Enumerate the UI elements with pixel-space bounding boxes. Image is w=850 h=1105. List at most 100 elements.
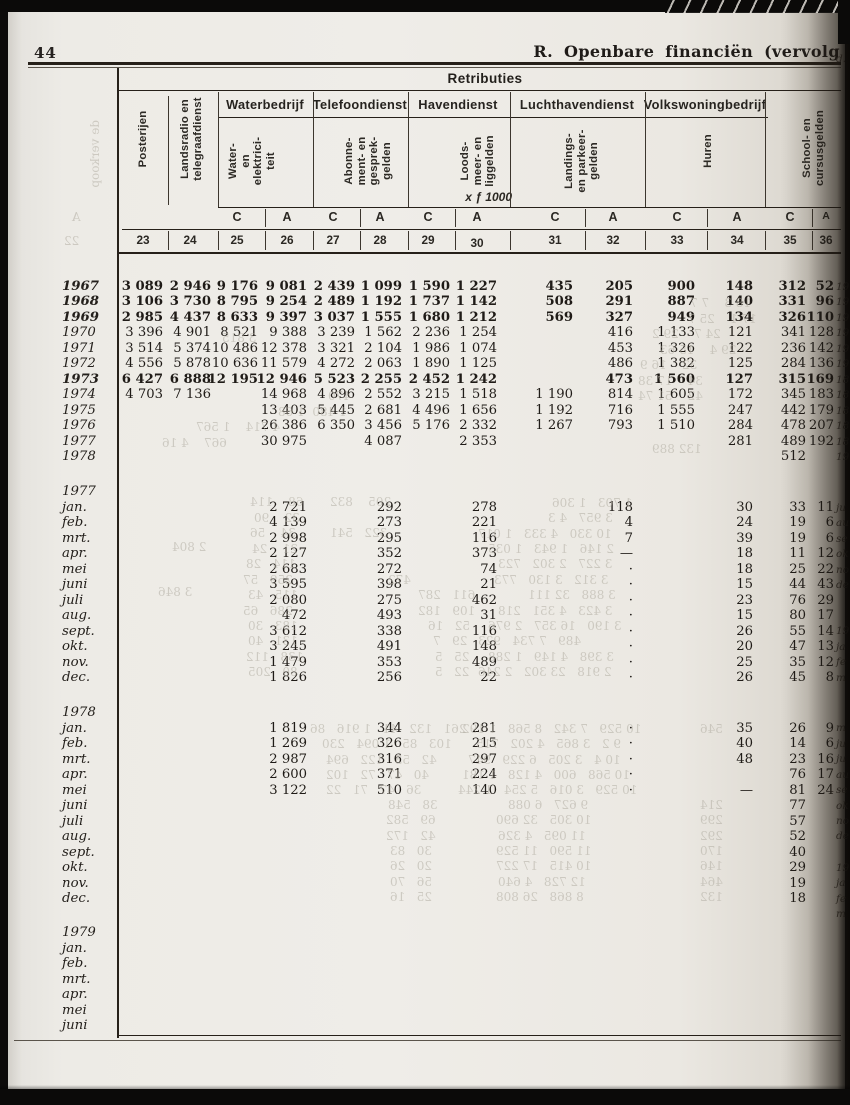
bleedthrough-text: 10 4 3 205 6 229 947 bbox=[468, 753, 621, 767]
bleedthrough-text: 214 bbox=[700, 798, 723, 812]
page-edge-fragment: de bbox=[836, 579, 849, 591]
table-cell: 1 510 bbox=[657, 418, 695, 433]
page-edge-fragment: 18 bbox=[836, 436, 850, 448]
bleedthrough-text: 30 83 bbox=[390, 844, 432, 858]
table-cell: 172 bbox=[727, 387, 753, 402]
header-heavy-rule bbox=[118, 252, 841, 254]
bleedthrough-text: 1 480 1 68 bbox=[278, 405, 347, 419]
table-cell: 22 bbox=[480, 670, 497, 685]
bleedthrough-text: 611 287 bbox=[418, 588, 476, 602]
page-edge-fragment: ju bbox=[836, 502, 847, 514]
colnum-separator bbox=[168, 231, 169, 250]
bleedthrough-text: 10 415 17 227 bbox=[496, 859, 592, 873]
row-label: 1970 bbox=[62, 325, 96, 340]
table-cell: · bbox=[628, 639, 633, 654]
table-cell: 887 bbox=[667, 294, 695, 309]
row-label: jan. bbox=[62, 941, 87, 956]
table-cell: 3 245 bbox=[269, 639, 307, 654]
colnum-separator bbox=[360, 231, 361, 250]
table-cell: 3 321 bbox=[317, 341, 355, 356]
table-cell: 247 bbox=[727, 403, 753, 418]
colnum-separator bbox=[313, 231, 314, 250]
column-number: 26 bbox=[280, 233, 294, 247]
page-edge-fragment: ok bbox=[836, 800, 849, 812]
bleedthrough-text: 3 398 4 149 1 288 bbox=[488, 650, 614, 664]
table-cell: 43 bbox=[817, 577, 834, 592]
group-header: Volkswoningbedrijf bbox=[643, 97, 767, 112]
table-cell: 2 104 bbox=[364, 341, 402, 356]
table-cell: 2 063 bbox=[364, 356, 402, 371]
table-cell: 20 bbox=[736, 639, 753, 654]
table-cell: · bbox=[628, 655, 633, 670]
table-cell: 9 bbox=[825, 721, 834, 736]
column-vertical-label: Loods- meer- en liggelden bbox=[459, 135, 497, 187]
colnum-separator bbox=[408, 231, 409, 250]
column-number: 32 bbox=[606, 233, 620, 247]
column-number: 28 bbox=[373, 233, 387, 247]
ca-bottom-rule bbox=[122, 229, 841, 230]
table-left-vertical-rule bbox=[117, 68, 119, 1038]
table-cell: 125 bbox=[727, 356, 753, 371]
bleedthrough-text: 17 1 25 7 bbox=[688, 312, 757, 326]
table-cell: 435 bbox=[545, 279, 573, 294]
table-cell: 1 326 bbox=[657, 341, 695, 356]
table-cell: 1 819 bbox=[269, 721, 307, 736]
bleedthrough-text: 11 095 4 326 bbox=[498, 829, 586, 843]
column-number: 36 bbox=[819, 233, 833, 247]
column-number: 30 bbox=[470, 236, 484, 250]
ca-separator bbox=[360, 209, 361, 227]
bleedthrough-text: 29 7 bbox=[433, 634, 468, 648]
header-group-separator bbox=[645, 92, 646, 207]
table-cell: 3 037 bbox=[313, 310, 355, 325]
page-title: R. Openbare financiën (vervolg bbox=[533, 42, 840, 61]
table-cell: 416 bbox=[607, 325, 633, 340]
table-cell: 22 bbox=[817, 562, 834, 577]
bleedthrough-text: 4 714 1 567 bbox=[196, 420, 280, 434]
bleedthrough-text: 292 bbox=[700, 829, 723, 843]
table-cell: 4 437 bbox=[169, 310, 211, 325]
table-cell: 183 bbox=[808, 387, 834, 402]
table-cell: 10 636 bbox=[211, 356, 258, 371]
bleedthrough-text: 36 47 71 22 bbox=[326, 783, 422, 797]
bleedthrough-text: 3 815 bbox=[222, 331, 257, 345]
bleedthrough-text: 68 114 bbox=[250, 495, 304, 509]
section-year-label: 1977 bbox=[62, 484, 96, 499]
table-cell: 6 bbox=[825, 531, 834, 546]
page-edge-fragment: 19 bbox=[836, 862, 850, 874]
table-cell: 281 bbox=[727, 434, 753, 449]
table-cell: 16 bbox=[817, 752, 834, 767]
table-cell: 292 bbox=[376, 500, 402, 515]
table-cell: 1 269 bbox=[269, 736, 307, 751]
table-cell: 1 074 bbox=[459, 341, 497, 356]
bleedthrough-text: 20 26 bbox=[390, 859, 432, 873]
table-cell: 1 212 bbox=[455, 310, 497, 325]
colnum-separator bbox=[645, 231, 646, 250]
table-cell: 122 bbox=[727, 341, 753, 356]
table-cell: 17 bbox=[817, 767, 834, 782]
table-cell: 1 192 bbox=[360, 294, 402, 309]
bleedthrough-text: 114 28 bbox=[246, 557, 296, 571]
row-label: 1971 bbox=[62, 341, 96, 356]
row-label: 1978 bbox=[62, 449, 96, 464]
header-group-separator bbox=[313, 92, 314, 207]
table-cell: 508 bbox=[545, 294, 573, 309]
column-vertical-label: Water- en elektrici- teit bbox=[227, 136, 277, 186]
row-label: 1977 bbox=[62, 434, 96, 449]
table-cell: 207 bbox=[808, 418, 834, 433]
table-cell: 3 106 bbox=[121, 294, 163, 309]
bleedthrough-text: 3 227 2 302 723 bbox=[498, 557, 613, 571]
row-label: mei bbox=[62, 1003, 87, 1018]
bleedthrough-text: 9 2 3 865 4 202 715 bbox=[476, 737, 622, 751]
page-edge-fragment: m bbox=[836, 722, 846, 734]
bleedthrough-text: 22 5 bbox=[435, 665, 470, 679]
bleedthrough-text: 9 627 6 088 bbox=[508, 798, 589, 812]
bleedthrough-text: 29 4 15 63 bbox=[660, 343, 737, 357]
bleedthrough-text: 472 bbox=[388, 573, 411, 587]
table-cell: 23 bbox=[736, 593, 753, 608]
table-cell: 6 bbox=[825, 736, 834, 751]
page-edge-fragment: 19 bbox=[836, 451, 850, 463]
bleedthrough-text: 42 172 bbox=[386, 829, 436, 843]
table-cell: 3 612 bbox=[269, 624, 307, 639]
table-cell: 2 946 bbox=[169, 279, 211, 294]
